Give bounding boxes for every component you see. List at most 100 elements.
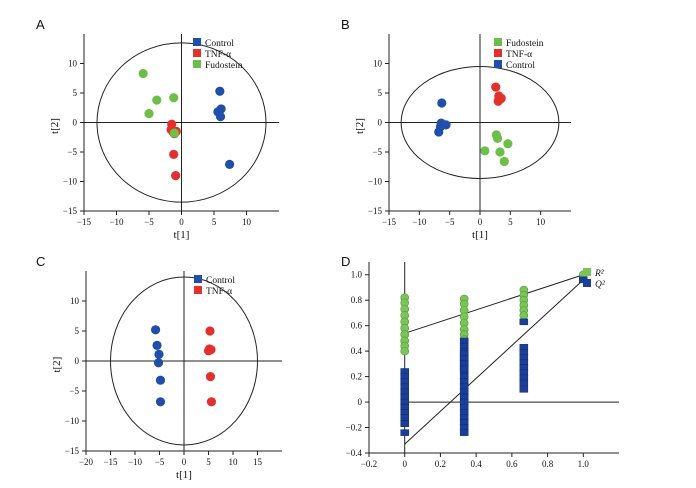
x-tick-label-c: 5	[206, 457, 211, 467]
point-a-fudostein	[169, 128, 179, 138]
point-d-q	[400, 429, 409, 436]
y-tick-label-b: −15	[368, 206, 383, 216]
y-tick-label-a: 5	[73, 88, 78, 98]
y-tick-label-d: −0.4	[346, 448, 363, 458]
x-tick-label-d: 0	[402, 459, 407, 469]
point-d-q	[519, 379, 529, 387]
point-c-control	[150, 325, 161, 335]
panel-a: −15 −10 −5 0 5 10 −15 −10 −5 0 5 10 t[1] t[2] ControlT…	[49, 34, 279, 241]
x-tick-label-b: 5	[508, 217, 513, 227]
regression-line-r2	[404, 274, 584, 334]
regression-line-q2	[404, 279, 584, 445]
x-tick-label-d: 0.8	[542, 459, 554, 469]
point-c-tnf	[206, 397, 217, 407]
y-tick-label-c: −10	[65, 416, 80, 426]
x-tick-label-a: 0	[179, 217, 184, 227]
legend-label-c-tnf: TNF-α	[206, 287, 232, 297]
y-tick-label-a: 0	[73, 118, 78, 128]
legend-swatch-a-tnf	[193, 49, 201, 57]
legend-label-a-control: Control	[205, 39, 234, 49]
panel-label-a: A	[36, 17, 45, 32]
hotelling-ellipse-b	[400, 65, 560, 180]
point-d-q	[519, 386, 529, 393]
legend-label-d-q: Q²	[595, 280, 605, 290]
y-tick-label-b: 10	[373, 59, 383, 69]
x-tick-label-c: 10	[229, 457, 239, 467]
legend-swatch-c-control	[194, 275, 202, 283]
panel-label-b: B	[341, 17, 350, 32]
point-d-q	[519, 318, 529, 326]
x-tick-label-c: −20	[79, 457, 94, 467]
hotelling-ellipse-c	[110, 276, 258, 446]
point-b-tnf	[491, 82, 501, 92]
y-tick-label-c: 0	[75, 356, 80, 366]
point-a-control	[215, 86, 225, 96]
legend-label-d-r: R²	[594, 269, 604, 279]
y-axis-label-b: t[2]	[354, 118, 366, 134]
x-tick-label-c: 15	[253, 457, 263, 467]
legend-swatch-d-r	[583, 268, 591, 276]
legend-label-b-fudostein: Fudostein	[506, 39, 544, 49]
x-tick-label-b: −10	[412, 217, 427, 227]
x-tick-label-a: −10	[109, 217, 124, 227]
point-a-fudostein	[169, 93, 179, 103]
legend-swatch-b-tnf	[494, 49, 502, 57]
point-a-tnf	[169, 149, 179, 159]
point-a-fudostein	[144, 109, 154, 119]
point-b-control	[434, 127, 444, 137]
x-tick-label-a: 10	[242, 217, 252, 227]
y-tick-label-a: −5	[67, 147, 77, 157]
x-tick-label-b: −5	[445, 217, 455, 227]
y-tick-label-b: 0	[378, 118, 383, 128]
point-a-fudostein	[152, 95, 162, 105]
panel-label-d: D	[341, 254, 350, 269]
point-a-control	[225, 159, 235, 169]
point-b-tnf	[496, 93, 506, 103]
point-d-q	[400, 420, 409, 427]
x-tick-label-a: 5	[212, 217, 217, 227]
legend-swatch-c-tnf	[194, 286, 202, 294]
point-c-control	[153, 358, 164, 368]
legend-label-a-fudostein: Fudostein	[205, 61, 243, 71]
x-axis-label-b: t[1]	[472, 229, 488, 241]
y-tick-label-c: −15	[65, 446, 80, 456]
point-b-fudostein	[503, 139, 513, 149]
panel-c: −20 −15 −10 −5 0 5 10 15−15−10−50510t[1]t[2]Con…	[51, 271, 282, 481]
y-tick-label-d: −0.2	[346, 423, 362, 433]
x-tick-label-b: −15	[382, 217, 397, 227]
panel-label-c: C	[36, 254, 45, 269]
point-d-r	[519, 311, 529, 320]
point-a-control	[215, 112, 226, 122]
y-axis-label-c: t[2]	[51, 357, 63, 373]
x-tick-label-d: 0.4	[471, 459, 483, 469]
legend-swatch-a-control	[193, 38, 201, 46]
point-d-q	[400, 414, 409, 421]
panel-d: −0.2 0 0.2 0.4 0.6 0.8 1.0−0.4−0.200.20.40.60.…	[346, 262, 619, 469]
x-tick-label-a: −15	[77, 217, 92, 227]
x-tick-label-d: 1.0	[578, 459, 590, 469]
legend-swatch-a-fudostein	[193, 60, 201, 68]
x-tick-label-c: −5	[155, 457, 165, 467]
point-d-q	[459, 429, 469, 436]
x-tick-label-c: −15	[103, 457, 118, 467]
y-tick-label-c: 5	[75, 326, 80, 336]
y-tick-label-a: −10	[63, 177, 78, 187]
panel-b: −15 −10 −5 0 5 10 −15 −10 −5 0 5 10 t[1] t[2] Fudostei…	[354, 34, 571, 241]
legend-label-b-control: Control	[506, 61, 535, 71]
point-d-r	[400, 346, 410, 356]
y-tick-label-d: 0.6	[351, 321, 363, 331]
y-tick-label-a: 10	[68, 59, 78, 69]
legend-label-b-tnf: TNF-α	[506, 50, 532, 60]
x-tick-label-b: 0	[478, 217, 483, 227]
legend-label-c-control: Control	[206, 276, 235, 286]
x-axis-label-a: t[1]	[174, 229, 190, 241]
y-tick-label-d: 0	[358, 397, 363, 407]
point-b-fudostein	[495, 147, 505, 157]
x-tick-label-d: 0.6	[506, 459, 518, 469]
point-c-tnf	[205, 372, 216, 382]
point-a-tnf	[171, 171, 181, 181]
